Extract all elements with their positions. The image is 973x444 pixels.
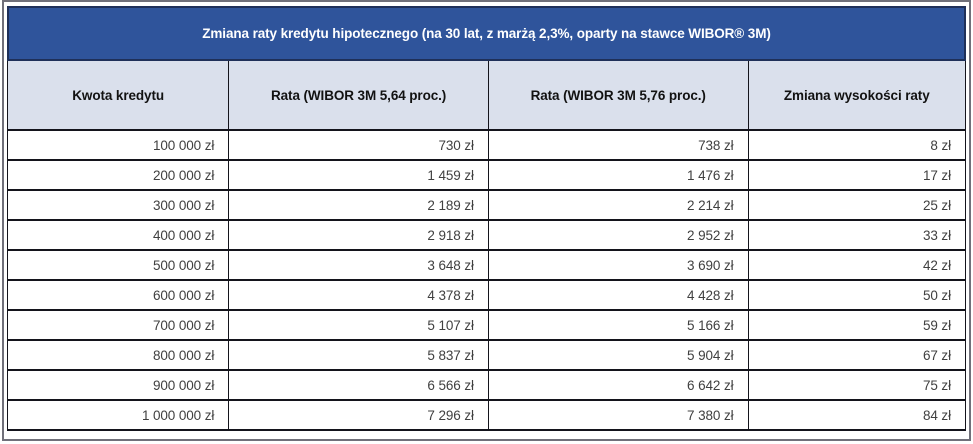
table-cell: 800 000 zł (6, 339, 230, 371)
table-body: 100 000 zł 730 zł 738 zł 8 zł 200 000 zł 1 45… (6, 129, 967, 431)
table-cell: 5 837 zł (228, 339, 489, 371)
table-cell: 42 zł (747, 249, 967, 281)
table-cell: 4 378 zł (228, 279, 489, 311)
table-cell: 600 000 zł (6, 279, 230, 311)
table-cell: 7 296 zł (228, 399, 489, 431)
table-cell: 100 000 zł (6, 129, 230, 161)
column-header-4: Zmiana wysokości raty (747, 61, 967, 131)
table-cell: 25 zł (747, 189, 967, 221)
table-cell: 730 zł (228, 129, 489, 161)
table-cell: 738 zł (487, 129, 749, 161)
table-cell: 5 166 zł (487, 309, 749, 341)
table-cell: 900 000 zł (6, 369, 230, 401)
table-row: 900 000 zł 6 566 zł 6 642 zł 75 zł (6, 369, 967, 401)
table-cell: 17 zł (747, 159, 967, 191)
header-row: Kwota kredytu Rata (WIBOR 3M 5,64 proc.) R… (6, 61, 967, 131)
table-cell: 3 690 zł (487, 249, 749, 281)
table-cell: 4 428 zł (487, 279, 749, 311)
table-row: 1 000 000 zł 7 296 zł 7 380 zł 84 zł (6, 399, 967, 431)
table-row: 200 000 zł 1 459 zł 1 476 zł 17 zł (6, 159, 967, 191)
table-cell: 300 000 zł (6, 189, 230, 221)
table-cell: 50 zł (747, 279, 967, 311)
table-cell: 400 000 zł (6, 219, 230, 251)
table-row: 100 000 zł 730 zł 738 zł 8 zł (6, 129, 967, 161)
table-cell: 2 189 zł (228, 189, 489, 221)
table-cell: 500 000 zł (6, 249, 230, 281)
table-cell: 1 459 zł (228, 159, 489, 191)
table-cell: 6 642 zł (487, 369, 749, 401)
column-header-2: Rata (WIBOR 3M 5,64 proc.) (228, 61, 489, 131)
table-row: 800 000 zł 5 837 zł 5 904 zł 67 zł (6, 339, 967, 371)
table-cell: 1 476 zł (487, 159, 749, 191)
table-cell: 2 952 zł (487, 219, 749, 251)
table-row: 600 000 zł 4 378 zł 4 428 zł 50 zł (6, 279, 967, 311)
column-header-1: Kwota kredytu (6, 61, 230, 131)
table-cell: 59 zł (747, 309, 967, 341)
table-cell: 33 zł (747, 219, 967, 251)
table-cell: 67 zł (747, 339, 967, 371)
table-row: 400 000 zł 2 918 zł 2 952 zł 33 zł (6, 219, 967, 251)
table-cell: 7 380 zł (487, 399, 749, 431)
table-cell: 5 904 zł (487, 339, 749, 371)
table-cell: 2 918 zł (228, 219, 489, 251)
table-cell: 700 000 zł (6, 309, 230, 341)
table-cell: 2 214 zł (487, 189, 749, 221)
table-cell: 5 107 zł (228, 309, 489, 341)
table-row: 300 000 zł 2 189 zł 2 214 zł 25 zł (6, 189, 967, 221)
table-row: 700 000 zł 5 107 zł 5 166 zł 59 zł (6, 309, 967, 341)
table-cell: 75 zł (747, 369, 967, 401)
mortgage-rate-table: Kwota kredytu Rata (WIBOR 3M 5,64 proc.) R… (6, 61, 967, 431)
table-title: Zmiana raty kredytu hipotecznego (na 30 … (7, 6, 966, 61)
table-row: 500 000 zł 3 648 zł 3 690 zł 42 zł (6, 249, 967, 281)
table-cell: 3 648 zł (228, 249, 489, 281)
table-cell: 8 zł (747, 129, 967, 161)
table-cell: 1 000 000 zł (6, 399, 230, 431)
column-header-3: Rata (WIBOR 3M 5,76 proc.) (487, 61, 749, 131)
table-cell: 6 566 zł (228, 369, 489, 401)
table-cell: 84 zł (747, 399, 967, 431)
table-cell: 200 000 zł (6, 159, 230, 191)
